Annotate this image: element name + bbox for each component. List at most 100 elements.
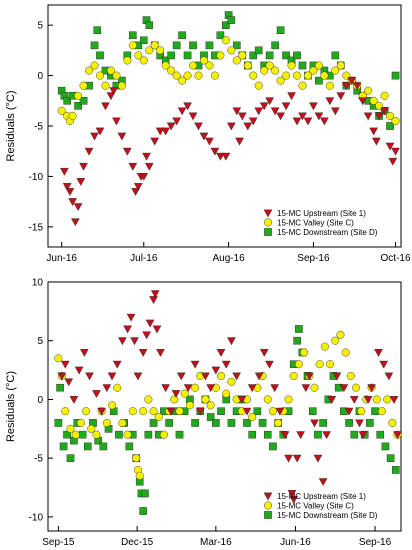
data-point: [83, 442, 92, 451]
data-point: [68, 111, 77, 120]
data-point: [159, 430, 168, 439]
legend-marker: [263, 492, 273, 501]
data-point: [195, 407, 205, 416]
data-point: [92, 430, 101, 439]
data-point: [161, 61, 170, 70]
data-point: [130, 337, 139, 346]
data-point: [379, 360, 389, 369]
data-point: [71, 430, 80, 439]
data-point: [222, 21, 230, 29]
data-point: [139, 56, 148, 65]
series-circle: [54, 330, 402, 480]
x-tick-label: Oct-16: [381, 253, 411, 264]
data-point: [293, 51, 301, 60]
data-point: [191, 383, 200, 392]
data-point: [117, 81, 126, 90]
data-point: [320, 117, 329, 126]
data-point: [134, 51, 143, 60]
plot-frame: [47, 281, 402, 532]
data-point: [65, 188, 75, 196]
data-point: [189, 41, 197, 50]
data-point: [294, 360, 303, 369]
data-point: [380, 91, 389, 100]
data-point: [258, 419, 267, 427]
data-point: [336, 330, 345, 339]
data-point: [304, 372, 314, 381]
data-point: [149, 419, 158, 427]
data-point: [217, 407, 225, 415]
data-point: [352, 82, 362, 91]
data-point: [318, 478, 328, 487]
data-point: [227, 377, 236, 386]
data-point: [133, 183, 143, 191]
x-tick-label: Sep-16: [359, 537, 392, 548]
x-tick-label: Mar-16: [200, 537, 232, 548]
legend-marker: [263, 209, 273, 218]
data-point: [313, 454, 323, 463]
data-point: [287, 61, 296, 70]
data-point: [165, 419, 173, 427]
data-point: [216, 51, 225, 60]
data-point: [79, 162, 88, 171]
data-point: [289, 371, 298, 380]
data-point: [95, 127, 105, 136]
data-point: [85, 66, 94, 75]
data-point: [128, 162, 138, 171]
data-point: [166, 407, 176, 416]
data-point: [90, 132, 99, 141]
data-point: [366, 419, 374, 427]
data-point: [183, 102, 192, 111]
data-point: [167, 51, 175, 60]
data-point: [233, 41, 241, 50]
data-point: [201, 372, 210, 381]
data-point: [142, 331, 151, 340]
data-point: [243, 419, 251, 427]
data-point: [374, 112, 384, 121]
data-point: [210, 71, 219, 80]
data-point: [172, 117, 181, 126]
data-point: [320, 71, 329, 80]
data-point: [358, 97, 368, 106]
data-point: [115, 430, 123, 439]
data-point: [59, 442, 68, 451]
data-point: [383, 395, 392, 404]
data-point: [190, 360, 200, 369]
y-tick-label: -5: [34, 454, 43, 465]
legend-marker: [264, 218, 273, 227]
data-point: [57, 372, 67, 381]
data-point: [376, 430, 385, 439]
data-point: [314, 112, 324, 121]
data-point: [254, 46, 263, 55]
data-point: [287, 490, 297, 498]
data-point: [391, 147, 400, 156]
legend: 15-MC Upstream (Site 1)15-MC Valley (Sit…: [263, 209, 378, 237]
data-point: [216, 152, 225, 161]
x-tick-label: Dec-15: [121, 537, 154, 548]
data-point: [185, 401, 194, 410]
data-point: [249, 51, 258, 60]
data-point: [296, 431, 305, 440]
data-point: [54, 354, 63, 363]
data-point: [287, 92, 296, 101]
data-point: [254, 372, 264, 381]
data-point: [145, 21, 154, 29]
data-point: [346, 371, 355, 380]
data-point: [172, 41, 181, 50]
data-point: [78, 430, 87, 439]
data-point: [60, 167, 69, 176]
data-point: [325, 81, 334, 90]
legend-label: 15-MC Upstream (Site 1): [277, 492, 366, 501]
data-point: [384, 372, 394, 381]
data-point: [380, 107, 389, 116]
data-point: [259, 349, 269, 357]
data-point: [63, 430, 71, 439]
data-point: [269, 442, 277, 451]
data-point: [62, 183, 72, 191]
data-point: [330, 107, 340, 116]
data-point: [79, 96, 88, 105]
data-point: [364, 86, 373, 95]
data-point: [175, 407, 184, 416]
data-point: [60, 360, 70, 369]
data-point: [57, 106, 66, 115]
